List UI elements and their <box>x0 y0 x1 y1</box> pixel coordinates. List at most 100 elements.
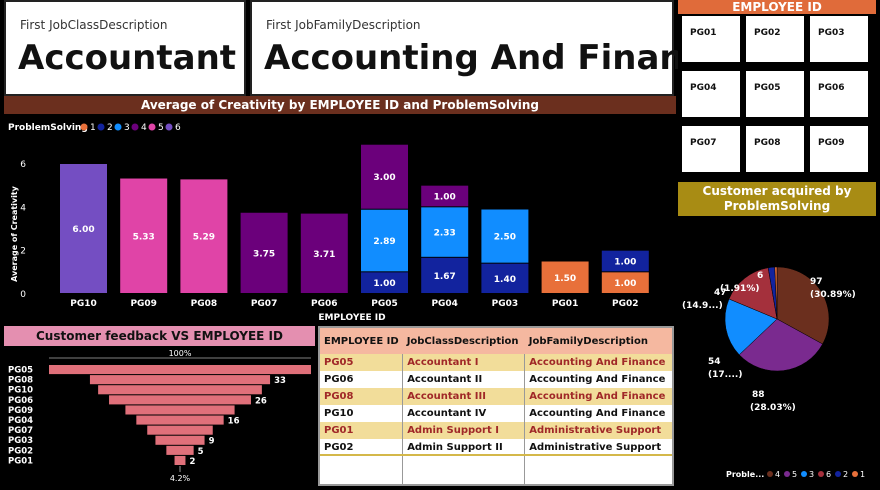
bar-pg05-seg-3[interactable] <box>361 209 408 272</box>
funnel-bar-pg05[interactable] <box>49 365 311 375</box>
job-family-card: First JobFamilyDescription Accounting An… <box>250 0 727 96</box>
pie-legend-marker-3 <box>801 471 807 477</box>
bar-data-label: 3.00 <box>373 173 395 183</box>
pie-chart-title: Customer acquired by ProblemSolving <box>678 182 876 216</box>
legend-marker-4 <box>131 123 139 131</box>
slicer-item-pg09[interactable]: PG09 <box>810 126 868 172</box>
bar-pg04-seg-4[interactable] <box>421 185 469 207</box>
pie-legend-marker-4 <box>767 471 773 477</box>
bar-pg07-seg-4[interactable] <box>240 212 288 293</box>
slicer-item-pg07[interactable]: PG07 <box>682 126 740 172</box>
pie-slice-6[interactable] <box>728 267 778 320</box>
bar-pg10-seg-6[interactable] <box>60 164 107 293</box>
bar-pg02-seg-1[interactable] <box>601 272 649 293</box>
slicer-item-pg05[interactable]: PG05 <box>746 71 804 117</box>
bar-pg05-seg-4[interactable] <box>361 144 408 209</box>
bar-data-label: 1.40 <box>494 275 516 285</box>
table-cell: Accounting And Finance <box>524 354 672 371</box>
bar-pg05-seg-2[interactable] <box>361 272 408 293</box>
pie-title-line-1: Customer acquired by <box>702 184 852 198</box>
pie-legend-label-1[interactable]: 1 <box>860 470 865 479</box>
funnel-bar-pg01[interactable] <box>174 455 186 465</box>
pie-legend-label-6[interactable]: 6 <box>826 470 831 479</box>
funnel-category-label: PG08 <box>8 376 33 386</box>
legend-marker-3 <box>114 123 122 131</box>
table-cell: Accounting And Finance <box>524 388 672 405</box>
legend-label-5[interactable]: 5 <box>158 123 164 133</box>
pie-legend-label-3[interactable]: 3 <box>809 470 814 479</box>
bar-data-label: 2.50 <box>494 233 516 243</box>
bar-pg06-seg-4[interactable] <box>300 213 348 293</box>
table-cell: Accountant I <box>402 354 525 371</box>
table-header-job-class[interactable]: JobClassDescription <box>406 335 519 347</box>
funnel-bar-pg06[interactable] <box>109 395 251 405</box>
pie-title-line-2: ProblemSolving <box>723 199 831 213</box>
table-header-employee-id[interactable]: EMPLOYEE ID <box>324 335 399 347</box>
slicer-item-pg01[interactable]: PG01 <box>682 16 740 62</box>
legend-label-2[interactable]: 2 <box>107 123 113 133</box>
slicer-item-pg02[interactable]: PG02 <box>746 16 804 62</box>
legend-label-6[interactable]: 6 <box>175 123 181 133</box>
slicer-item-pg08[interactable]: PG08 <box>746 126 804 172</box>
funnel-bar-pg09[interactable] <box>125 405 235 415</box>
slicer-item-pg06[interactable]: PG06 <box>810 71 868 117</box>
pie-legend-marker-2 <box>835 471 841 477</box>
pie-data-label: 97 <box>810 277 823 287</box>
pie-legend-marker-5 <box>784 471 790 477</box>
pie-slice-1[interactable] <box>774 266 778 320</box>
table-row[interactable]: PG10 Accountant IV Accounting And Finance <box>320 405 672 422</box>
table-header-job-family[interactable]: JobFamilyDescription <box>528 335 648 347</box>
slicer-item-pg03[interactable]: PG03 <box>810 16 868 62</box>
bar-pg03-seg-3[interactable] <box>481 209 529 263</box>
bar-data-label: 6.00 <box>72 225 94 235</box>
y-axis-label: Average of Creativity <box>10 185 19 282</box>
table-cell: Accountant III <box>402 388 525 405</box>
funnel-bar-pg03[interactable] <box>155 435 205 445</box>
funnel-category-label: PG02 <box>8 446 33 456</box>
pie-legend-label-5[interactable]: 5 <box>792 470 797 479</box>
pie-data-label: (1.91%) <box>720 284 759 294</box>
x-tick-label-pg10: PG10 <box>70 299 97 309</box>
bar-data-label: 1.67 <box>434 272 456 282</box>
bar-pg01-seg-1[interactable] <box>541 261 589 294</box>
customer-acquired-pie-chart: 97(30.89%)88(28.03%)54(17....)47(14.9...… <box>682 266 865 479</box>
funnel-bar-pg07[interactable] <box>147 425 213 435</box>
legend-label-3[interactable]: 3 <box>124 123 130 133</box>
y-tick-label: 0 <box>20 290 26 300</box>
table-row[interactable]: PG06 Accountant II Accounting And Finance <box>320 371 672 388</box>
table-row[interactable]: PG02 Admin Support II Administrative Suppo… <box>320 439 672 456</box>
legend-label-1[interactable]: 1 <box>90 123 96 133</box>
pie-slice-4[interactable] <box>776 266 830 345</box>
pie-data-label: 54 <box>708 357 721 367</box>
funnel-bar-pg10[interactable] <box>98 385 262 395</box>
table-cell: PG06 <box>324 374 354 385</box>
table-cell: Administrative Support <box>524 439 672 456</box>
legend-label-4[interactable]: 4 <box>141 123 147 133</box>
bar-pg03-seg-2[interactable] <box>481 263 529 293</box>
x-tick-label-pg06: PG06 <box>311 299 338 309</box>
table-row[interactable]: PG05 Accountant I Accounting And Finance <box>320 354 672 371</box>
funnel-value-label: 2 <box>189 457 195 467</box>
pie-data-label: (17....) <box>708 370 742 380</box>
bar-pg08-seg-5[interactable] <box>180 179 228 293</box>
y-tick-label: 2 <box>20 247 26 257</box>
bar-pg04-seg-2[interactable] <box>421 257 469 293</box>
bar-pg09-seg-5[interactable] <box>120 178 168 293</box>
table-row[interactable]: PG01 Admin Support I Administrative Suppor… <box>320 422 672 439</box>
bar-pg02-seg-2[interactable] <box>601 250 649 272</box>
table-row[interactable]: PG08 Accountant III Accounting And Finance <box>320 388 672 405</box>
slicer-item-pg04[interactable]: PG04 <box>682 71 740 117</box>
pie-slice-5[interactable] <box>738 318 823 372</box>
funnel-bar-pg02[interactable] <box>166 445 194 455</box>
bar-data-label: 2.33 <box>434 229 456 239</box>
pie-slice-3[interactable] <box>724 298 778 356</box>
table-horizontal-scrollbar[interactable] <box>320 454 672 456</box>
funnel-bar-pg08[interactable] <box>89 375 271 385</box>
funnel-bar-pg04[interactable] <box>136 415 224 425</box>
pie-legend-label-2[interactable]: 2 <box>843 470 848 479</box>
table-cell: PG05 <box>324 357 354 368</box>
pie-legend-label-4[interactable]: 4 <box>775 470 780 479</box>
table-cell: Accountant II <box>402 371 525 388</box>
bar-pg04-seg-3[interactable] <box>421 207 469 257</box>
pie-data-label: 88 <box>752 390 765 400</box>
